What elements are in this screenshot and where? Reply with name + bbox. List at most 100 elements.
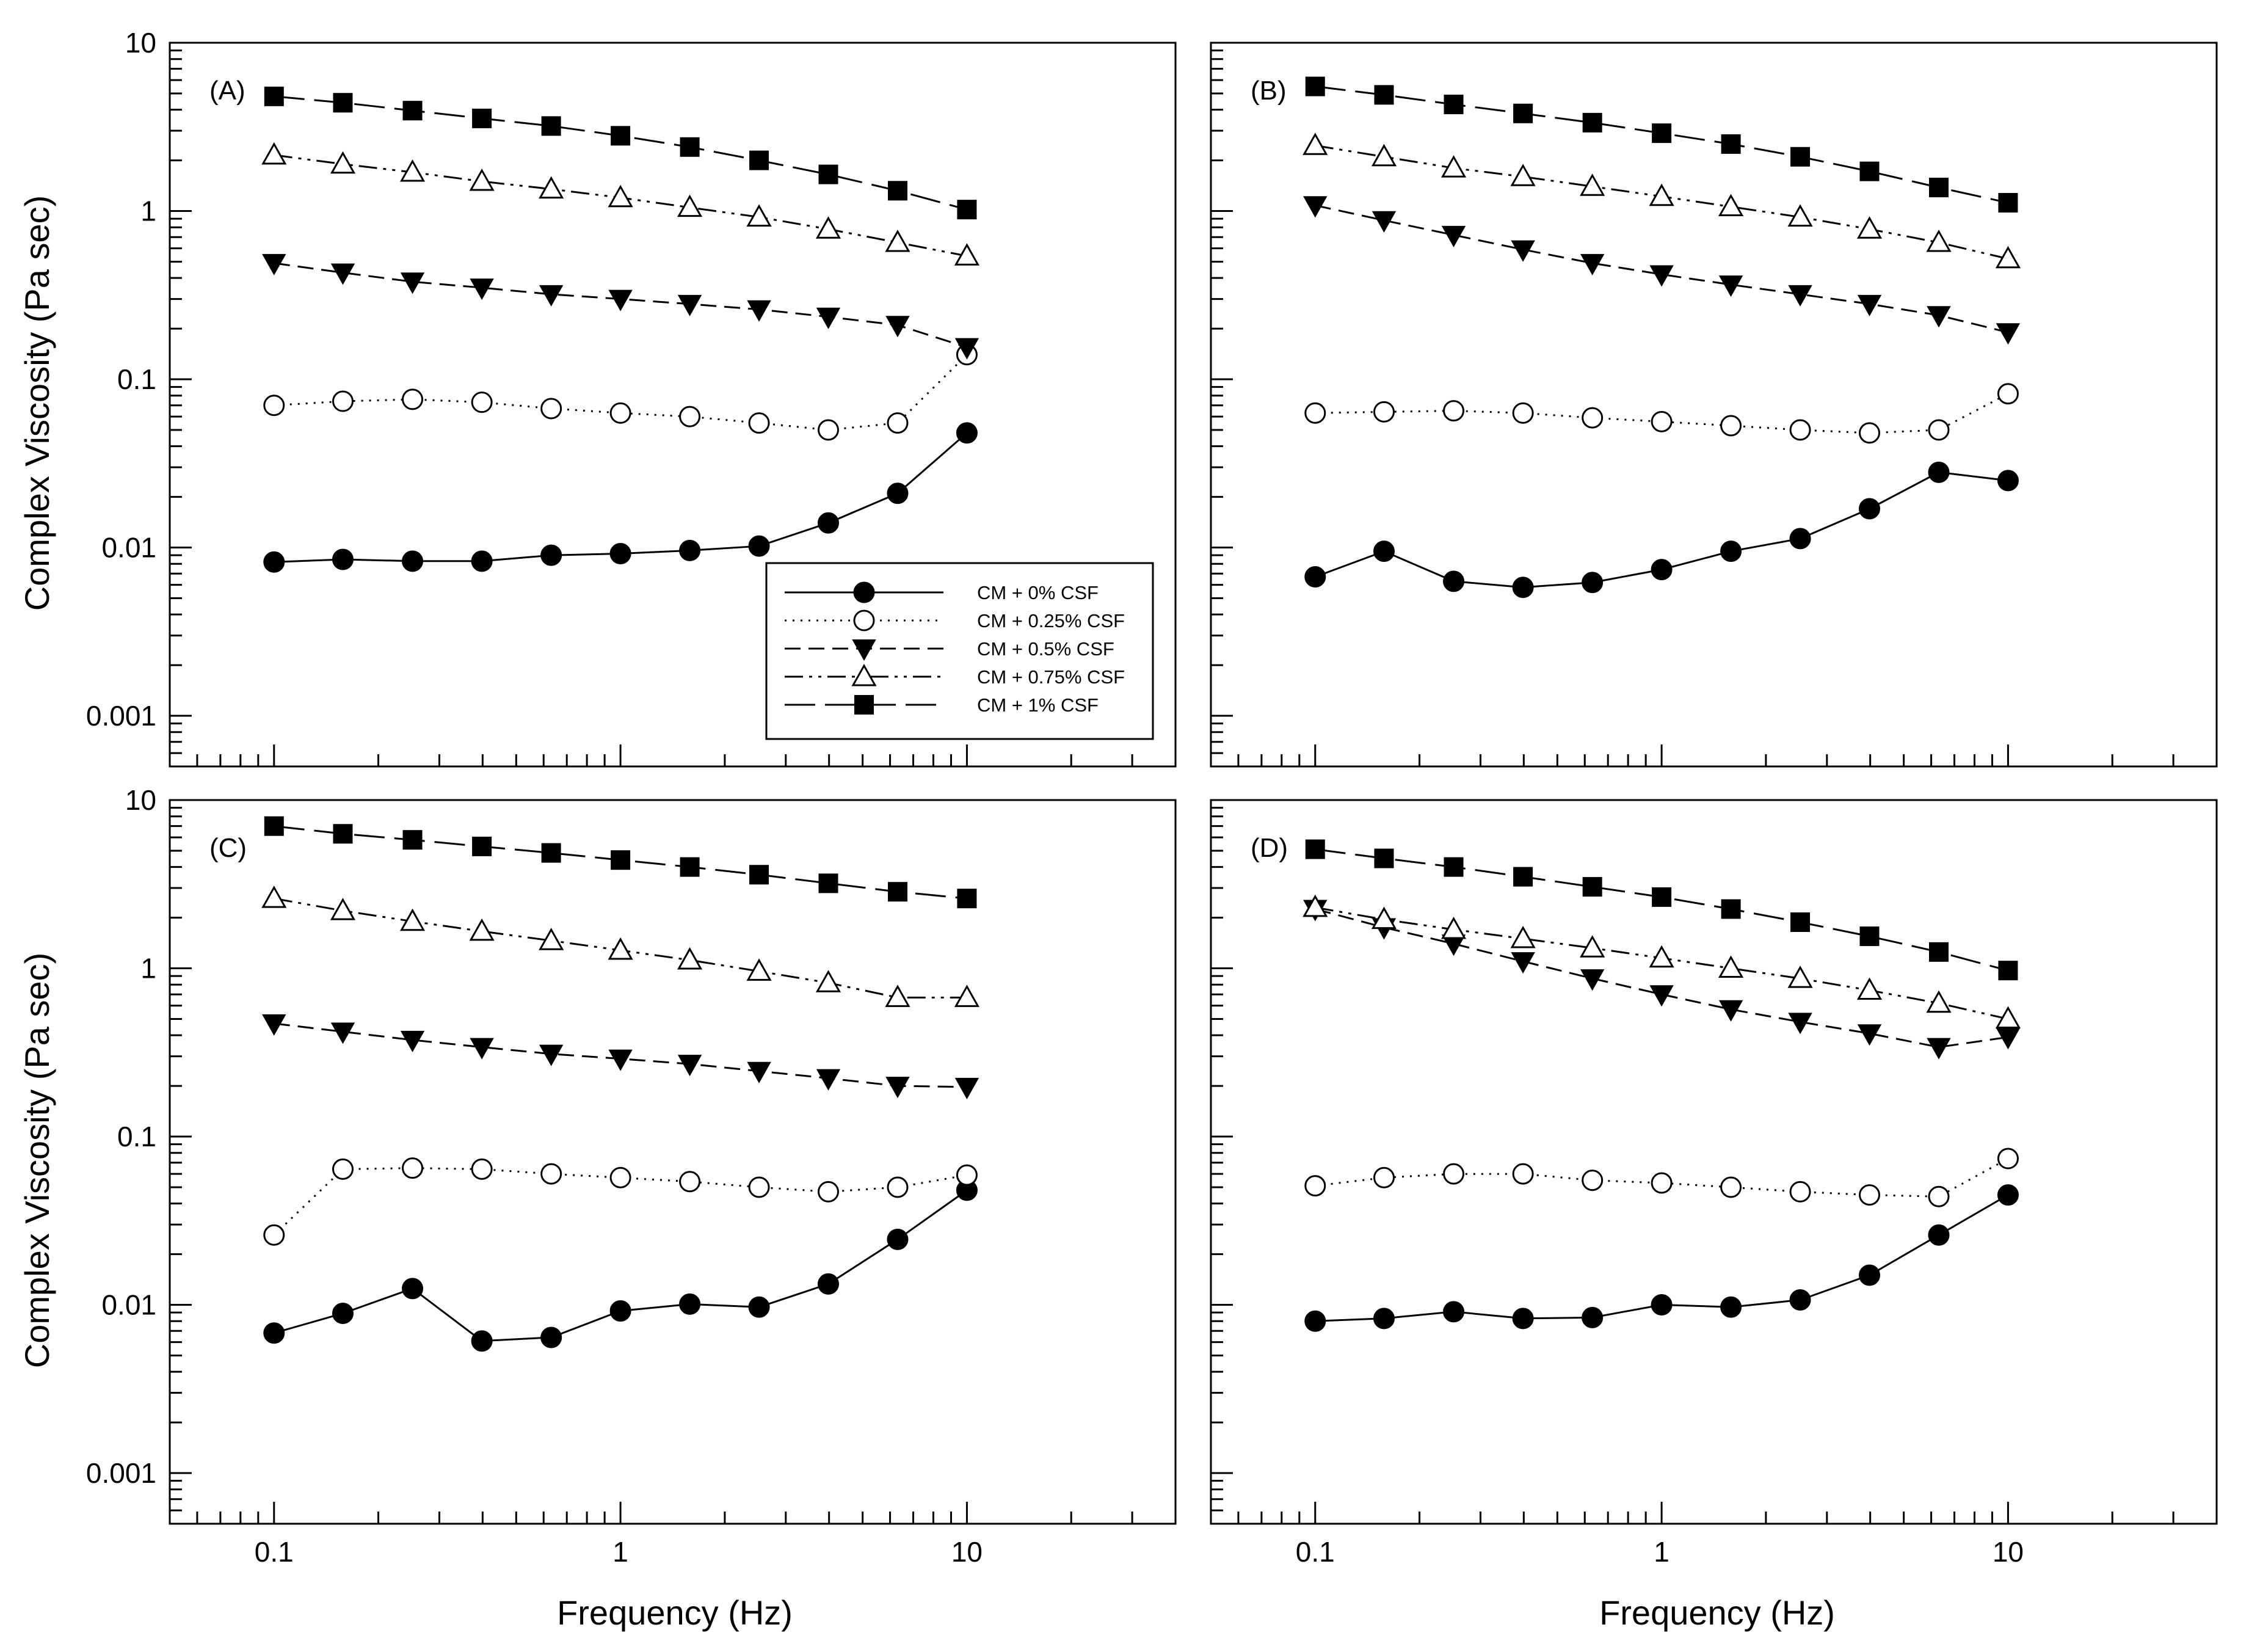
- data-point: [609, 402, 631, 424]
- x-tick-label: 0.1: [255, 1536, 294, 1568]
- data-point: [816, 307, 841, 329]
- data-point: [471, 391, 493, 413]
- data-point: [885, 316, 910, 338]
- data-point: [1372, 211, 1397, 233]
- data-point: [1582, 1306, 1604, 1328]
- data-point: [330, 263, 355, 285]
- data-point: [1928, 1185, 1950, 1207]
- data-point: [609, 543, 631, 565]
- series-5: [264, 816, 977, 909]
- data-point: [611, 126, 631, 146]
- data-point: [1303, 133, 1328, 155]
- data-point: [1374, 848, 1394, 868]
- data-point: [471, 1330, 493, 1352]
- x-tick-label: 1: [612, 1536, 628, 1568]
- data-point: [332, 1302, 354, 1324]
- panels-group: 0.001 0.01 0.1 1 10 (A) CM + 0% CSF CM + 0.25% …: [86, 27, 2218, 1568]
- data-point: [608, 937, 633, 960]
- data-point: [472, 836, 492, 856]
- data-point: [1927, 306, 1951, 328]
- x-tick-label: 0.1: [1296, 1536, 1335, 1568]
- data-point: [1997, 1184, 2019, 1206]
- series-5: [264, 86, 977, 220]
- data-point: [608, 1049, 633, 1071]
- data-point: [1859, 498, 1881, 520]
- data-point: [680, 137, 700, 157]
- data-point: [1443, 400, 1465, 422]
- data-point: [1374, 85, 1394, 105]
- data-point: [1651, 559, 1673, 581]
- data-point: [747, 300, 771, 322]
- x-axis-title-right: Frequency (Hz): [1599, 1593, 1835, 1632]
- data-point: [1995, 1006, 2021, 1028]
- legend-label: CM + 1% CSF: [977, 694, 1099, 716]
- data-point: [402, 101, 423, 121]
- data-point: [541, 116, 561, 136]
- data-point: [1788, 1013, 1812, 1035]
- data-point: [609, 1300, 631, 1322]
- series-2: [263, 1157, 978, 1246]
- data-point: [470, 278, 494, 300]
- y-tick-label: 1: [140, 195, 156, 227]
- data-point: [1790, 147, 1811, 167]
- data-point: [1652, 123, 1672, 144]
- data-point: [885, 230, 910, 252]
- series-4: [1303, 894, 2021, 1028]
- data-point: [1305, 839, 1325, 859]
- data-point: [1718, 275, 1743, 297]
- data-point: [749, 150, 769, 170]
- data-point: [1996, 1028, 2021, 1050]
- data-point: [1997, 470, 2019, 492]
- y-tick-label: 0.1: [117, 1121, 156, 1152]
- legend-marker: [852, 639, 876, 661]
- data-point: [471, 550, 493, 572]
- data-point: [1859, 422, 1881, 444]
- data-point: [1649, 945, 1674, 968]
- data-point: [1512, 1308, 1534, 1330]
- data-point: [1304, 1310, 1326, 1332]
- data-point: [818, 1181, 840, 1203]
- data-point: [1995, 246, 2021, 269]
- series-5: [1305, 76, 2018, 213]
- data-point: [399, 159, 426, 182]
- data-point: [264, 86, 284, 106]
- data-point: [680, 857, 700, 877]
- data-point: [330, 1022, 355, 1044]
- data-point: [677, 1055, 702, 1077]
- data-point: [1651, 410, 1673, 432]
- series-line: [1315, 908, 2008, 1049]
- data-point: [1441, 225, 1466, 247]
- data-point: [1928, 1224, 1950, 1246]
- data-point: [1649, 265, 1674, 287]
- data-point: [1720, 415, 1742, 437]
- data-point: [1580, 969, 1605, 991]
- legend-marker: [851, 663, 877, 686]
- panel-label: (C): [209, 833, 247, 863]
- data-point: [1859, 1184, 1881, 1206]
- panel-2: (B): [1210, 42, 2218, 768]
- y-tick-label: 1: [140, 953, 156, 984]
- data-point: [540, 1326, 562, 1348]
- data-point: [748, 412, 770, 434]
- data-point: [1928, 942, 1949, 962]
- data-point: [1927, 1038, 1951, 1060]
- panel-frame: [1210, 42, 2218, 768]
- data-point: [1789, 1289, 1811, 1311]
- data-point: [470, 1038, 494, 1060]
- series-1: [263, 422, 978, 573]
- data-point: [887, 1228, 909, 1250]
- y-axis-title-bottom: Complex Viscosity (Pa sec): [18, 953, 56, 1369]
- data-point: [1996, 323, 2021, 345]
- data-point: [1787, 204, 1813, 227]
- data-point: [1718, 1000, 1743, 1022]
- data-point: [1371, 906, 1397, 930]
- data-point: [263, 1322, 285, 1344]
- data-point: [1718, 955, 1744, 978]
- data-point: [1856, 977, 1883, 1000]
- series-1: [1304, 461, 2019, 599]
- data-point: [1580, 935, 1605, 958]
- data-point: [1373, 401, 1395, 423]
- legend-label: CM + 0% CSF: [977, 582, 1099, 603]
- data-point: [956, 422, 978, 444]
